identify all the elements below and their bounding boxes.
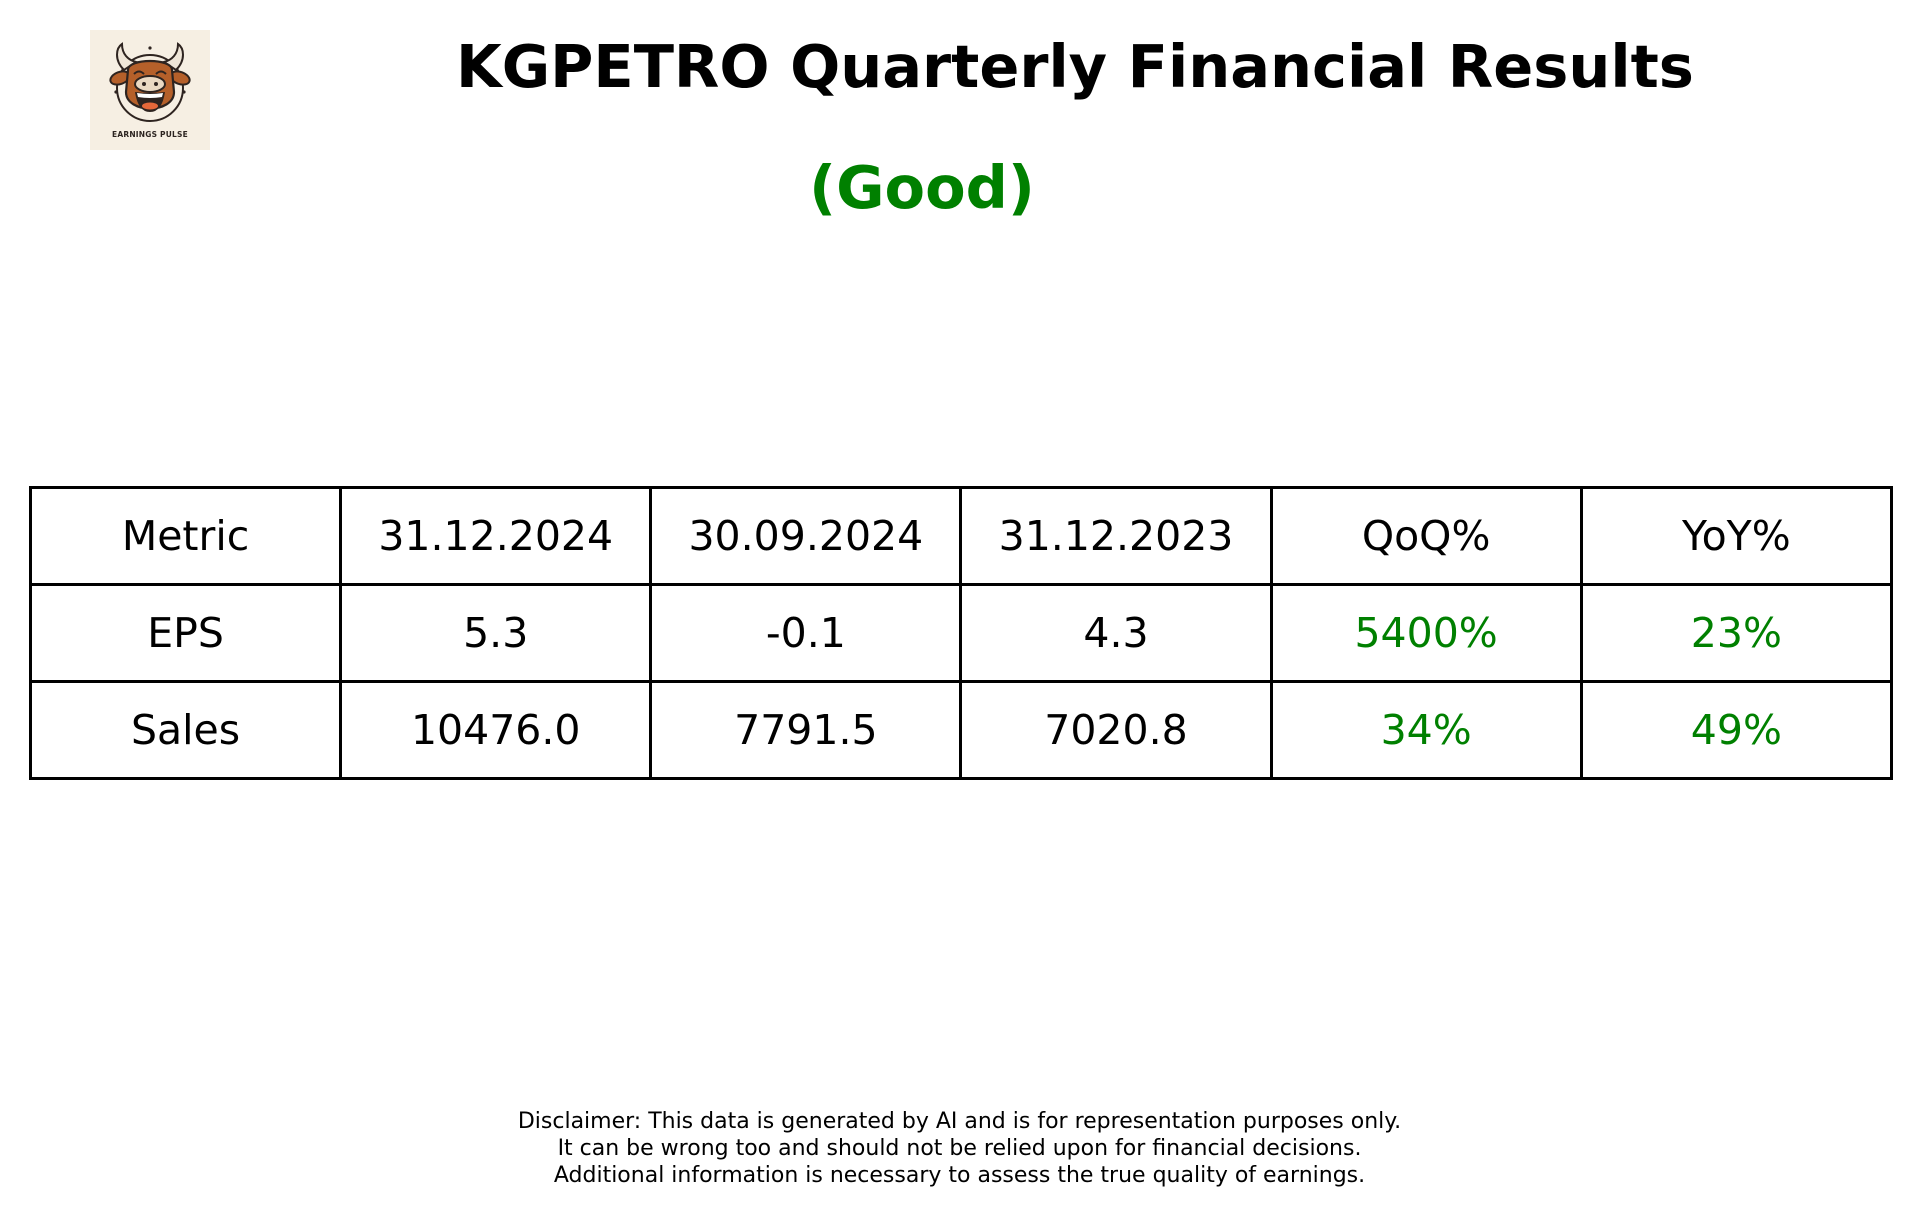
header-metric: Metric: [28, 486, 343, 586]
earnings-pulse-logo: EARNINGS PULSE: [90, 30, 210, 150]
cell-current: 10476.0: [339, 680, 653, 780]
cell-prev-quarter: 7791.5: [649, 680, 963, 780]
cell-prev-year: 4.3: [959, 583, 1273, 683]
table-row-eps: EPS 5.3 -0.1 4.3 5400% 23%: [28, 583, 1894, 683]
cell-metric: Sales: [28, 680, 343, 780]
rating-badge: (Good): [809, 153, 1035, 222]
disclaimer-line: Disclaimer: This data is generated by AI…: [517, 1109, 1402, 1134]
bull-mascot-icon: [109, 42, 191, 122]
disclaimer: Disclaimer: This data is generated by AI…: [0, 1108, 1919, 1189]
header-previous-quarter: 30.09.2024: [649, 486, 963, 586]
cell-yoy: 23%: [1579, 583, 1894, 683]
cell-current: 5.3: [339, 583, 653, 683]
table-header-row: Metric 31.12.2024 30.09.2024 31.12.2023 …: [28, 486, 1894, 586]
cell-yoy: 49%: [1579, 680, 1894, 780]
disclaimer-line: Additional information is necessary to a…: [553, 1163, 1366, 1188]
header-qoq: QoQ%: [1269, 486, 1583, 586]
cell-prev-year: 7020.8: [959, 680, 1273, 780]
table-row-sales: Sales 10476.0 7791.5 7020.8 34% 49%: [28, 680, 1894, 780]
header-previous-year: 31.12.2023: [959, 486, 1273, 586]
logo-text: EARNINGS PULSE: [112, 130, 188, 139]
cell-metric: EPS: [28, 583, 343, 683]
disclaimer-line: It can be wrong too and should not be re…: [557, 1136, 1362, 1161]
header-current-quarter: 31.12.2024: [339, 486, 653, 586]
financial-results-table: Metric 31.12.2024 30.09.2024 31.12.2023 …: [28, 486, 1894, 780]
header-yoy: YoY%: [1579, 486, 1894, 586]
page-title: KGPETRO Quarterly Financial Results: [456, 32, 1694, 101]
cell-qoq: 5400%: [1269, 583, 1583, 683]
cell-prev-quarter: -0.1: [649, 583, 963, 683]
cell-qoq: 34%: [1269, 680, 1583, 780]
